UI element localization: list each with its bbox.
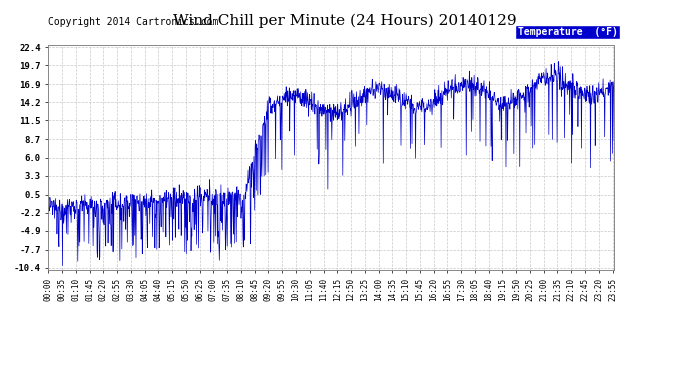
Text: Wind Chill per Minute (24 Hours) 20140129: Wind Chill per Minute (24 Hours) 2014012…	[173, 13, 517, 27]
Text: Copyright 2014 Cartronics.com: Copyright 2014 Cartronics.com	[48, 17, 219, 27]
Text: Temperature  (°F): Temperature (°F)	[518, 27, 618, 37]
